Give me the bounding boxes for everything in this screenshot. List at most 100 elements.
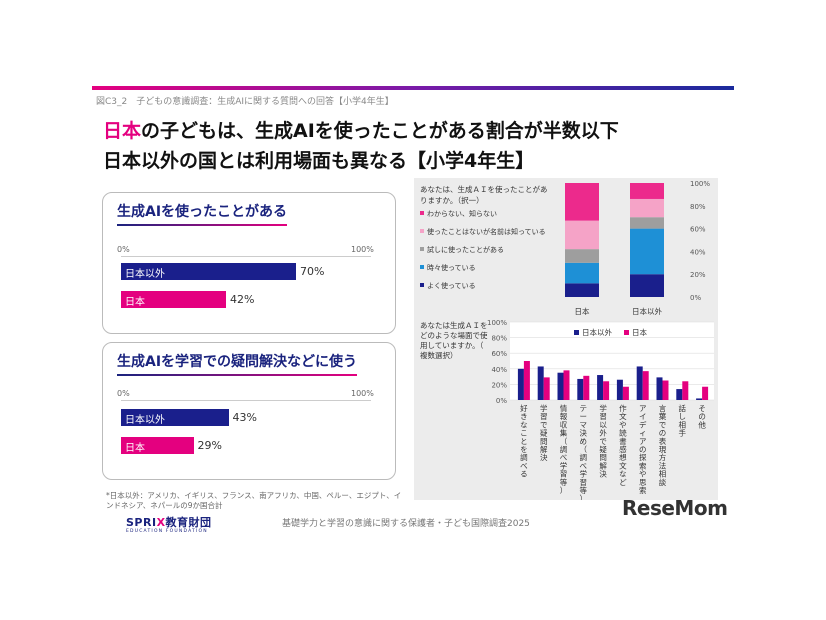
- grouped-category-char: そ: [698, 404, 706, 413]
- bar-non-japan: 日本以外: [121, 409, 229, 426]
- grouped-category-char: ）: [560, 486, 568, 495]
- grouped-category-char: る: [520, 470, 528, 479]
- grouped-category-char: 手: [679, 428, 687, 438]
- grouped-category-char: き: [520, 412, 528, 421]
- stacked-ytick: 80%: [690, 203, 706, 211]
- grouped-category-char: 調: [580, 452, 588, 462]
- grouped-category-char: ー: [580, 412, 588, 421]
- grouped-category-char: 解: [540, 444, 548, 454]
- grouped-category-char: テ: [580, 404, 588, 413]
- resemom-watermark: ReseMom: [622, 496, 728, 520]
- stacked-ytick: 100%: [690, 180, 710, 188]
- grouped-category-char: 文: [619, 460, 627, 470]
- grouped-category-char: や: [619, 420, 627, 429]
- grouped-category-char: 疑: [599, 444, 607, 454]
- axis-max-label: 100%: [351, 245, 374, 254]
- stacked-category: 日本以外: [632, 306, 662, 316]
- legend-swatch: [420, 283, 424, 287]
- legend-entry: 使ったことはないが名前は知っている: [427, 227, 546, 236]
- grouped-category-char: 習: [560, 470, 568, 479]
- headline-highlight: 日本: [103, 120, 142, 142]
- grouped-category-char: 以: [599, 420, 607, 429]
- grouped-category-char: の: [659, 429, 667, 438]
- grouped-category-char: 思: [639, 478, 647, 487]
- panel-learning-use: 生成AIを学習での疑問解決などに使う 0% 100% 日本以外 43% 日本 2…: [102, 342, 396, 480]
- grouped-category-char: べ: [580, 461, 588, 470]
- axis-line: [121, 256, 371, 257]
- grouped-category-char: 探: [639, 452, 647, 462]
- bar-value: 70%: [300, 265, 325, 278]
- stacked-category: 日本: [575, 306, 590, 316]
- grouped-category-char: 方: [659, 452, 667, 462]
- grouped-category-char: べ: [560, 453, 568, 462]
- grouped-category-char: 学: [540, 403, 548, 413]
- grouped-category-char: 決: [599, 469, 607, 479]
- logo-prefix: SPRI: [126, 516, 157, 529]
- grouped-category-char: の: [639, 445, 647, 454]
- grouped-category-char: 言: [659, 403, 667, 413]
- grouped-category-char: め: [580, 437, 588, 446]
- headline-line1-text: の子どもは、生成AIを使ったことがある割合が半数以下: [141, 120, 619, 142]
- grouped-bar: [616, 379, 623, 400]
- stacked-ytick: 60%: [690, 226, 706, 234]
- grouped-category-char: 外: [599, 428, 607, 438]
- grouped-category-char: ア: [639, 404, 647, 413]
- grouped-category-char: 好: [520, 403, 528, 413]
- sprix-logo: SPRIX教育財団 EDUCATION FOUNDATION: [126, 514, 212, 534]
- grouped-category-char: 表: [659, 436, 667, 446]
- grouped-category-char: 習: [580, 478, 588, 487]
- grouped-category-char: な: [619, 470, 627, 479]
- grouped-bar: [543, 377, 550, 400]
- grouped-category-char: ィ: [639, 429, 647, 438]
- grouped-bar: [517, 368, 524, 400]
- grouped-bar: [577, 378, 584, 400]
- stacked-segment: [630, 217, 664, 229]
- grouped-category-char: 話: [679, 403, 687, 413]
- grouped-legend-entry: 日本: [632, 327, 647, 337]
- grouped-bar: [636, 366, 643, 400]
- grouped-bar: [557, 372, 564, 400]
- grouped-category-char: 習: [540, 412, 548, 421]
- legend-swatch: [420, 265, 424, 269]
- stacked-segment: [630, 183, 664, 199]
- legend-entry: 時々使っている: [427, 263, 476, 272]
- grouped-bar: [662, 380, 669, 400]
- stacked-segment: [630, 228, 664, 275]
- grouped-category-char: 索: [639, 460, 647, 470]
- bar-label: 日本: [125, 297, 145, 308]
- bar-non-japan: 日本以外: [121, 263, 296, 280]
- grouped-category-char: 報: [560, 412, 568, 421]
- axis-min-label: 0%: [117, 389, 130, 398]
- grouped-bar: [682, 381, 689, 400]
- grouped-category-char: 感: [619, 444, 627, 454]
- grouped-category-char: で: [659, 420, 667, 429]
- headline-line1: 日本の子どもは、生成AIを使ったことがある割合が半数以下: [103, 116, 619, 143]
- grouped-ytick: 40%: [491, 366, 507, 374]
- grouped-bar: [563, 370, 570, 400]
- grouped-category-char: （: [580, 445, 588, 454]
- grouped-legend-entry: 日本以外: [582, 327, 612, 337]
- stacked-question: あなたは、生成ＡＩを使ったことがあ: [420, 184, 548, 194]
- panel-used-ai-title: 生成AIを使ったことがある: [117, 201, 288, 226]
- legend-swatch: [420, 229, 424, 233]
- bar-label: 日本以外: [125, 415, 165, 426]
- grouped-category-char: 他: [698, 419, 706, 429]
- grouped-category-char: こ: [520, 429, 528, 438]
- grouped-category-char: 問: [540, 437, 548, 446]
- grouped-bar: [537, 366, 544, 400]
- stacked-segment: [630, 274, 664, 297]
- grouped-bar: [696, 398, 703, 400]
- grouped-category-char: 学: [560, 460, 568, 470]
- stacked-ytick: 0%: [690, 294, 701, 302]
- grouped-category-char: な: [520, 420, 528, 429]
- bar-japan: 日本: [121, 437, 194, 454]
- logo-name: 教育財団: [165, 516, 212, 529]
- grouped-ytick: 20%: [491, 381, 507, 389]
- grouped-category-char: 情: [560, 403, 568, 413]
- logo-sub: EDUCATION FOUNDATION: [126, 529, 208, 534]
- legend-swatch: [420, 211, 424, 215]
- grouped-category-char: 調: [520, 452, 528, 462]
- stacked-ytick: 20%: [690, 271, 706, 279]
- legend-entry: 試しに使ったことがある: [427, 245, 504, 254]
- grouped-category-char: べ: [520, 461, 528, 470]
